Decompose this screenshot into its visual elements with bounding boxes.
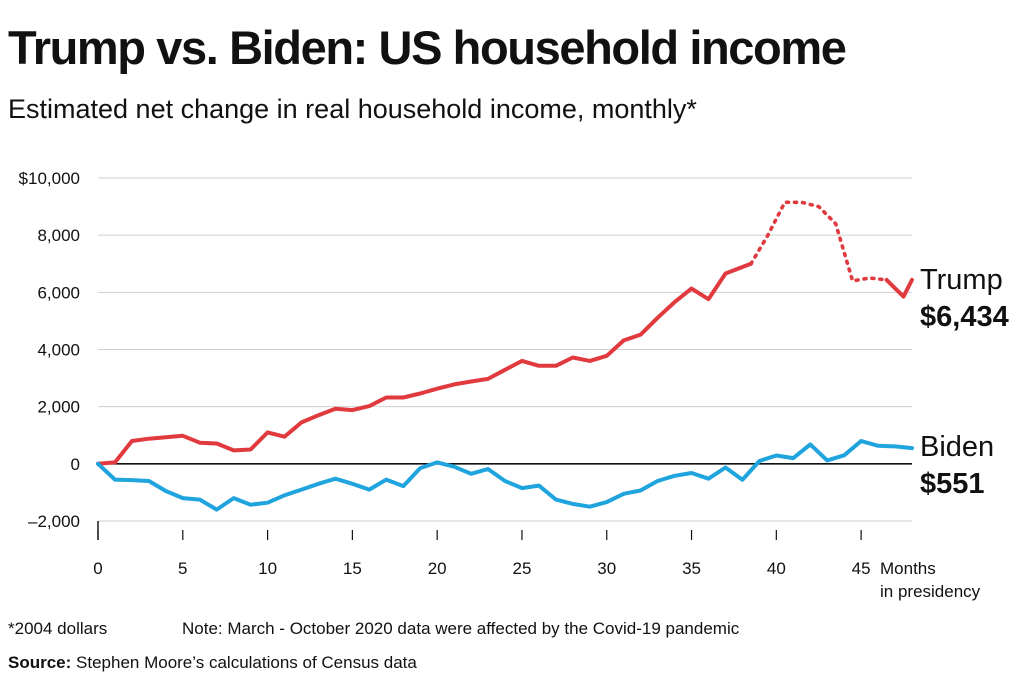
x-tick-label: 30 <box>597 559 616 578</box>
y-tick-label: 8,000 <box>37 226 80 245</box>
trump-series-name: Trump <box>920 264 1003 296</box>
y-tick-label: $10,000 <box>19 169 80 188</box>
chart-title: Trump vs. Biden: US household income <box>8 21 847 74</box>
chart-subtitle: Estimated net change in real household i… <box>8 94 697 124</box>
source-text: Stephen Moore’s calculations of Census d… <box>71 653 417 672</box>
x-tick-label: 20 <box>428 559 447 578</box>
y-tick-label: 6,000 <box>37 283 80 302</box>
trump-series-line-solid <box>96 261 753 466</box>
pandemic-note: Note: March - October 2020 data were aff… <box>182 619 740 638</box>
trump-series-line-solid <box>884 277 914 299</box>
x-tick-label: 35 <box>682 559 701 578</box>
x-axis-title-line: in presidency <box>880 582 981 601</box>
x-tick-label: 40 <box>767 559 786 578</box>
y-tick-label: 0 <box>71 455 80 474</box>
x-tick-label: 10 <box>258 559 277 578</box>
y-tick-label: 4,000 <box>37 341 80 360</box>
biden-series-name: Biden <box>920 431 994 463</box>
footnote: *2004 dollars <box>8 619 108 638</box>
y-tick-label: 2,000 <box>37 398 80 417</box>
x-tick-label: 0 <box>93 559 102 578</box>
biden-series-line-solid <box>96 439 914 512</box>
y-tick-label: –2,000 <box>28 512 80 531</box>
x-tick-label: 25 <box>512 559 531 578</box>
source-label: Source: <box>8 653 72 672</box>
x-tick-label: 5 <box>178 559 187 578</box>
source-line: Source: Stephen Moore’s calculations of … <box>8 654 417 671</box>
trump-series-line-dotted <box>749 200 889 283</box>
x-tick-label: 45 <box>852 559 871 578</box>
x-axis-title-line: Months <box>880 559 936 578</box>
x-tick-label: 15 <box>343 559 362 578</box>
trump-series-value: $6,434 <box>920 301 1009 333</box>
biden-series-value: $551 <box>920 468 985 500</box>
